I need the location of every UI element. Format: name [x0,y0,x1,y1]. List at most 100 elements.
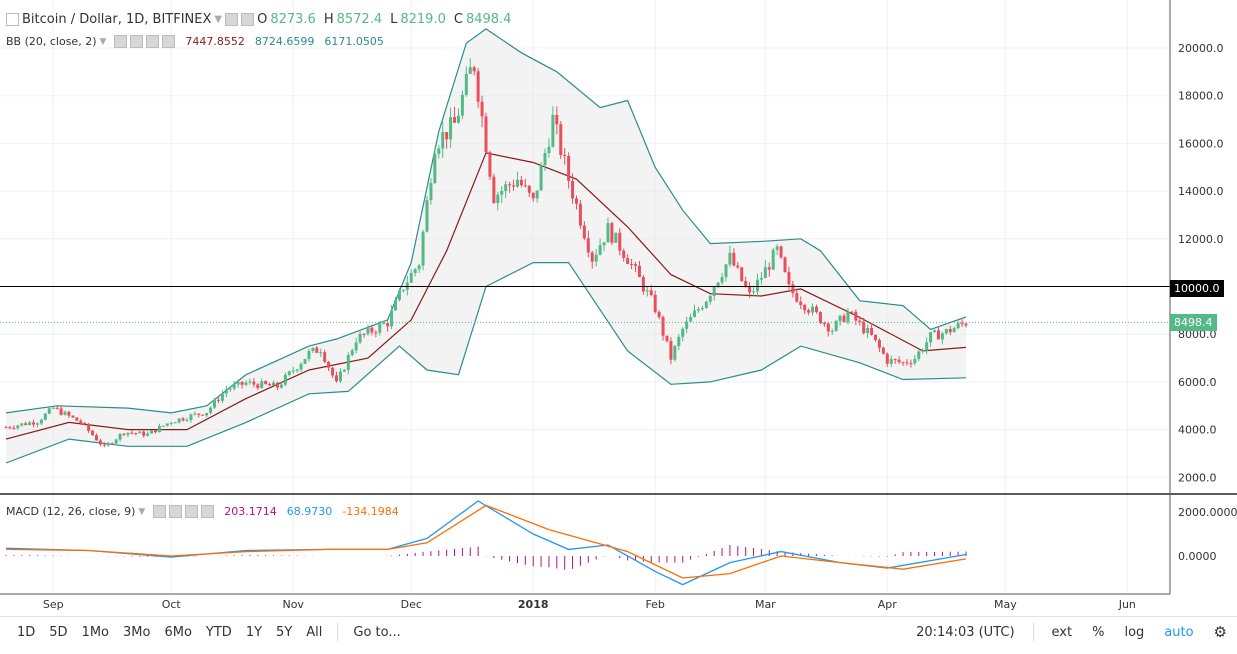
candle-body [889,359,893,364]
time-tick-label: Feb [645,598,664,611]
timeframe-all[interactable]: All [306,624,323,640]
candle-body [830,331,834,333]
candle-body [724,264,728,278]
candle-body [252,381,256,385]
candle-body [213,399,217,408]
candle-body [429,183,433,201]
eye-icon[interactable] [153,505,167,518]
time-tick-label: Mar [755,598,776,611]
candle-body [606,223,610,243]
candle-body [571,180,575,199]
candle-body [653,294,657,312]
candle-body [563,155,567,157]
settings-icon[interactable] [130,35,144,48]
candle-body [488,152,492,177]
add-icon[interactable] [146,35,160,48]
settings-icon[interactable] [241,13,255,26]
close-icon[interactable] [162,35,176,48]
gear-icon[interactable]: ⚙ [1213,623,1227,641]
candle-body [795,293,799,302]
symbol-title[interactable]: Bitcoin / Dollar, 1D, BITFINEX [22,12,212,27]
timeframe-1d[interactable]: 1D [17,624,36,640]
candle-body [173,422,177,424]
candle-body [272,382,276,386]
chevron-down-icon[interactable]: ▼ [138,506,146,517]
eye-icon[interactable] [114,35,128,48]
macd-legend: MACD (12, 26, close, 9) ▼ 203.1714 68.97… [6,505,402,518]
candle-body [43,413,47,420]
ext-toggle[interactable]: ext [1051,624,1073,640]
bb-title[interactable]: BB (20, close, 2) [6,35,97,48]
candle-body [20,423,24,426]
candle-body [689,316,693,322]
time-axis[interactable]: Sep Oct Nov Dec 2018 Feb Mar Apr May Jun [43,598,1136,611]
candle-body [401,289,405,291]
close-icon[interactable] [201,505,215,518]
goto-button[interactable]: Go to... [353,624,401,640]
candle-body [24,423,28,425]
candle-body [822,323,826,325]
candle-body [783,257,787,272]
candle-body [685,321,689,329]
candle-body [425,200,429,232]
candle-body [201,414,205,416]
price-tick-label: 14000.0 [1178,185,1224,198]
candle-body [500,191,504,195]
candle-body [728,252,732,265]
candle-body [63,411,67,415]
candle-body [386,323,390,327]
candle-body [496,194,500,204]
candle-body [913,358,917,364]
candle-body [763,267,767,279]
price-tick-label: 8000.0 [1178,328,1217,341]
timeframe-6mo[interactable]: 6Mo [164,624,192,640]
clock[interactable]: 20:14:03 (UTC) [916,624,1015,640]
candle-body [897,359,901,363]
macd-tick-label: 2000.0000 [1178,506,1237,519]
candle-body [874,334,878,340]
chevron-down-icon[interactable]: ▼ [214,14,223,25]
price-axis[interactable]: 20000.018000.016000.014000.012000.010000… [1178,42,1224,484]
auto-toggle[interactable]: auto [1164,624,1194,640]
chevron-down-icon[interactable]: ▼ [99,36,107,47]
candle-body [634,264,638,266]
candle-body [948,329,952,333]
timeframe-1y[interactable]: 1Y [245,624,263,640]
settings-icon[interactable] [169,505,183,518]
candle-body [275,382,279,388]
collapse-icon[interactable] [6,13,19,26]
candle-body [67,411,71,416]
add-icon[interactable] [185,505,199,518]
macd-title[interactable]: MACD (12, 26, close, 9) [6,505,136,518]
candle-body [421,231,425,266]
candle-body [504,184,508,192]
macd-histogram [5,545,967,570]
eye-icon[interactable] [225,13,239,26]
macd-hist-value: 203.1714 [224,505,277,518]
candle-body [744,281,748,287]
candle-body [453,117,457,123]
timeframe-ytd[interactable]: YTD [205,624,232,640]
candle-body [492,176,496,204]
candle-body [449,117,453,140]
timeframe-3mo[interactable]: 3Mo [123,624,151,640]
timeframe-5y[interactable]: 5Y [276,624,293,640]
candle-body [114,439,118,444]
candle-body [681,328,685,337]
percent-toggle[interactable]: % [1092,624,1105,640]
candle-body [287,371,291,375]
macd-tick-label: 0.0000 [1178,550,1217,563]
candle-body [649,290,653,295]
timeframe-5d[interactable]: 5D [49,624,68,640]
candle-body [358,333,362,343]
timeframe-1mo[interactable]: 1Mo [81,624,110,640]
candle-body [952,328,956,333]
log-toggle[interactable]: log [1124,624,1145,640]
candle-body [315,347,319,353]
candle-body [157,426,161,433]
macd-axis[interactable]: 2000.0000 0.0000 [1178,506,1237,563]
candle-body [956,323,960,329]
candle-body [362,333,366,335]
bb-upper-value: 8724.6599 [254,35,315,48]
